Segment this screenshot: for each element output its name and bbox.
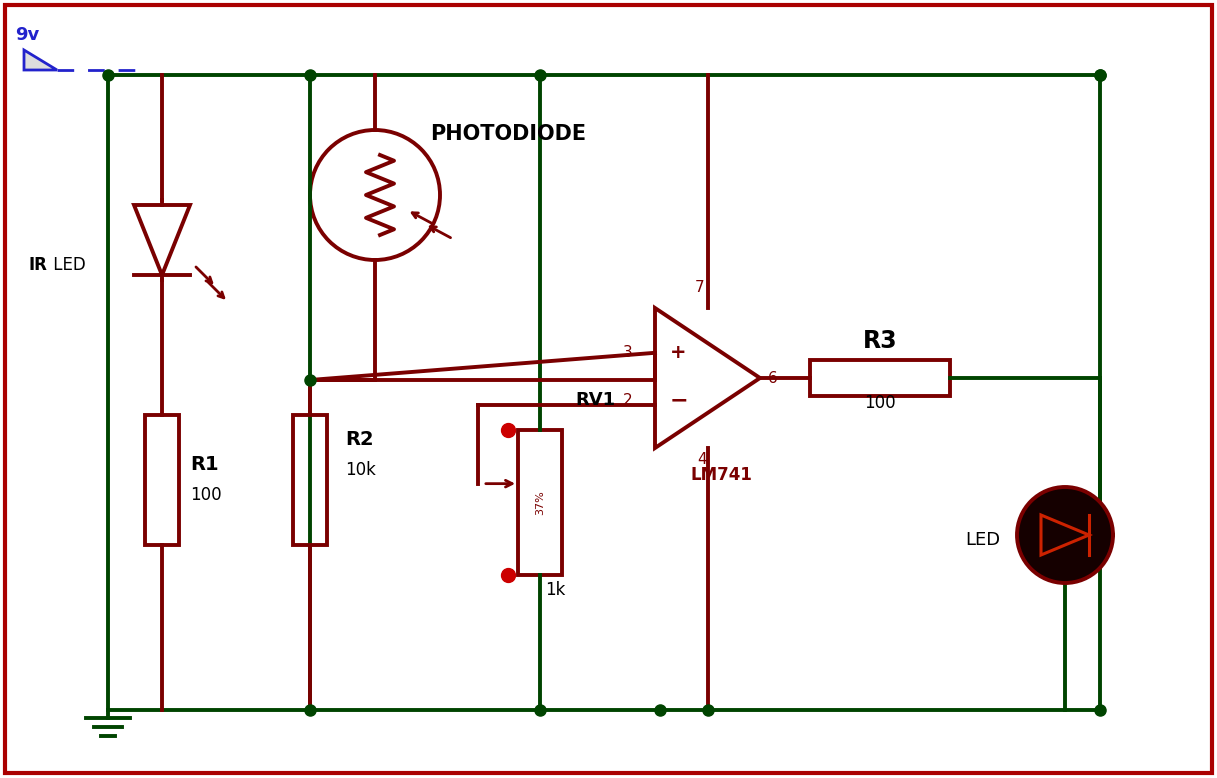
Text: 3: 3 [623, 345, 633, 360]
Text: R2: R2 [344, 430, 374, 449]
Bar [518, 430, 562, 575]
Text: 10k: 10k [344, 461, 376, 479]
Bar [293, 415, 327, 545]
Text: 9v: 9v [15, 26, 39, 44]
Text: IR: IR [28, 256, 47, 274]
Text: 4: 4 [697, 452, 707, 467]
Bar [811, 360, 950, 396]
Text: 6: 6 [768, 370, 778, 386]
Text: +: + [671, 343, 686, 363]
Text: LED: LED [965, 531, 1000, 549]
Text: 100: 100 [190, 486, 221, 504]
Polygon shape [24, 50, 57, 70]
Text: 37%: 37% [535, 490, 545, 515]
Bar [145, 415, 179, 545]
Text: PHOTODIODE: PHOTODIODE [430, 124, 587, 144]
Text: LED: LED [47, 256, 85, 274]
Text: 100: 100 [864, 394, 896, 412]
Text: R1: R1 [190, 455, 219, 474]
Text: 7: 7 [695, 280, 705, 295]
Text: 2: 2 [623, 393, 633, 408]
Text: 1k: 1k [545, 581, 566, 599]
Circle shape [1017, 487, 1114, 583]
Text: LM741: LM741 [690, 466, 752, 484]
Text: R3: R3 [863, 329, 897, 353]
Text: RV1: RV1 [574, 391, 615, 409]
Text: −: − [671, 391, 689, 411]
